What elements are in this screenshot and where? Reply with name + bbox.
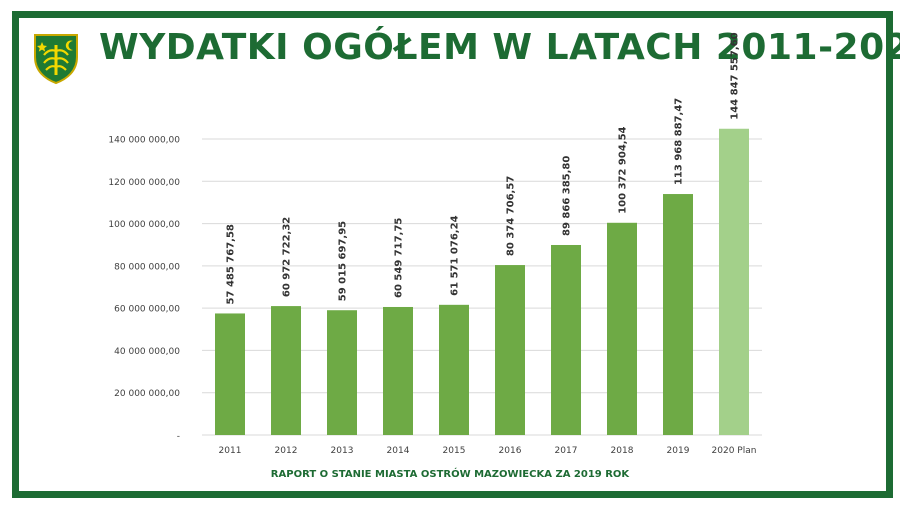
bar-2017	[551, 244, 581, 435]
bar-2018	[607, 222, 637, 435]
chart-bars: 57 485 767,58 60 972 722,32 59 015 697,95 6…	[215, 32, 749, 435]
coat-of-arms-icon	[34, 34, 78, 85]
y-tick-label: -	[177, 432, 180, 442]
y-tick-label: 140 000 000,00	[108, 136, 180, 146]
y-tick-label: 80 000 000,00	[114, 262, 180, 272]
x-tick-label: 2014	[387, 446, 410, 456]
bar-2019	[663, 194, 693, 435]
x-tick-label: 2012	[275, 446, 298, 456]
y-axis-tick-labels: - 20 000 000,00 40 000 000,00 60 000 000,00…	[108, 136, 180, 442]
y-tick-label: 100 000 000,00	[108, 220, 180, 230]
page-title: WYDATKI OGÓŁEM W LATACH 2011-2020	[99, 27, 900, 68]
x-tick-label: 2019	[667, 446, 690, 456]
x-tick-label: 2011	[219, 446, 242, 456]
bar-2012	[271, 306, 301, 435]
y-tick-label: 60 000 000,00	[114, 305, 180, 315]
bar-2011	[215, 313, 245, 435]
data-label: 57 485 767,58	[226, 224, 237, 304]
data-label: 89 866 385,80	[562, 156, 573, 236]
x-tick-label: 2016	[499, 446, 522, 456]
data-label: 60 549 717,75	[394, 218, 405, 298]
y-tick-label: 40 000 000,00	[114, 347, 180, 357]
y-tick-label: 120 000 000,00	[108, 178, 180, 188]
data-label: 144 847 557,60	[730, 32, 741, 119]
bar-2015	[439, 304, 469, 435]
bar-2016	[495, 265, 525, 435]
x-axis-tick-labels: 2011 2012 2013 2014 2015 2016 2017 2018 2019 2020…	[219, 446, 757, 456]
report-footer: RAPORT O STANIE MIASTA OSTRÓW MAZOWIECKA…	[270, 469, 630, 480]
x-tick-label: 2015	[443, 446, 466, 456]
y-tick-label: 20 000 000,00	[114, 389, 180, 399]
data-label: 80 374 706,57	[506, 176, 517, 256]
bar-2020-plan	[719, 128, 749, 435]
bar-2013	[327, 310, 357, 435]
x-tick-label: 2020 Plan	[712, 446, 757, 456]
x-tick-label: 2017	[555, 446, 578, 456]
data-label: 113 968 887,47	[674, 98, 685, 185]
x-tick-label: 2013	[331, 446, 354, 456]
x-tick-label: 2018	[611, 446, 634, 456]
data-label: 100 372 904,54	[618, 126, 629, 213]
data-label: 60 972 722,32	[282, 217, 293, 297]
bar-2014	[383, 306, 413, 435]
data-label: 59 015 697,95	[338, 221, 349, 301]
data-label: 61 571 076,24	[450, 215, 461, 295]
